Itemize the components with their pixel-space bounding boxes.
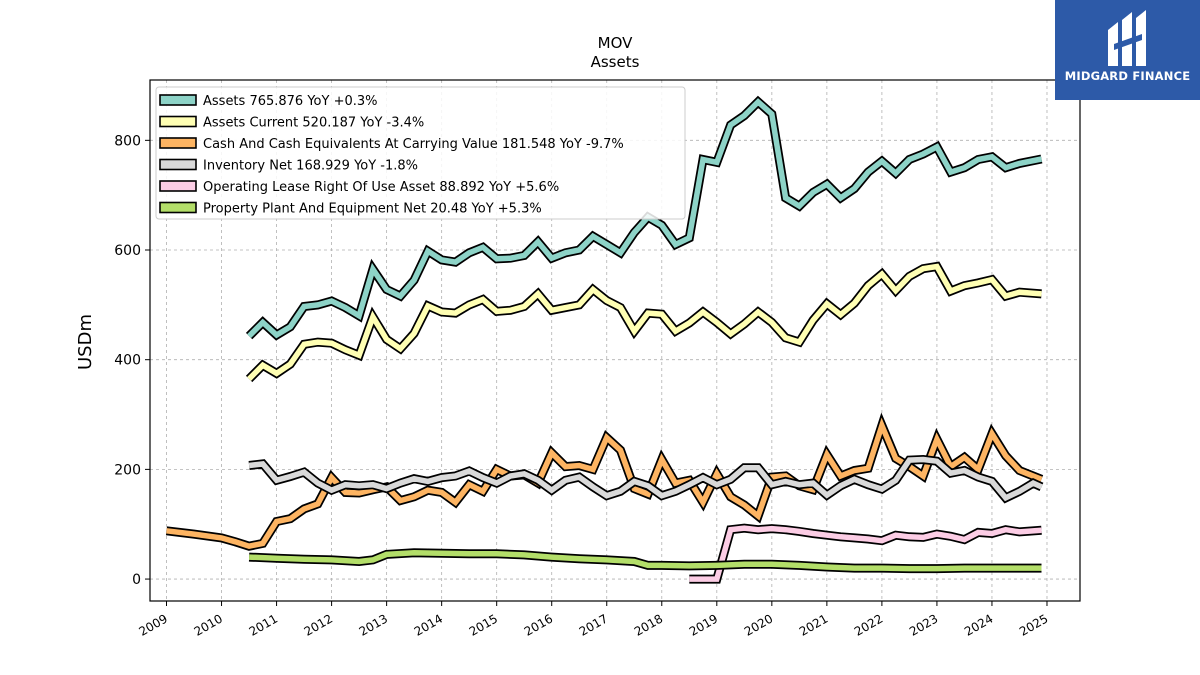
x-tick-label: 2013 <box>357 611 390 638</box>
legend-swatch <box>159 115 197 128</box>
x-tick-label: 2011 <box>247 611 280 638</box>
x-tick-label: 2017 <box>577 611 610 638</box>
x-tick-label: 2025 <box>1017 611 1050 638</box>
x-tick-label: 2014 <box>412 611 445 638</box>
x-tick-label: 2019 <box>687 611 720 638</box>
x-axis: 2009 2010 2011 2012 2013 2014 2015 2016 2017 2018… <box>137 601 1050 639</box>
series-line-stroke <box>247 263 1042 381</box>
series-line-4 <box>248 454 1044 504</box>
y-axis: 0 200 400 600 800 <box>114 133 150 588</box>
legend-swatch <box>159 180 197 192</box>
midgard-logo: MIDGARD FINANCE <box>1055 0 1200 100</box>
y-tick-label: 800 <box>114 133 141 149</box>
y-tick-label: 0 <box>132 572 141 588</box>
y-tick-label: 400 <box>114 353 141 369</box>
x-tick-label: 2016 <box>522 611 555 638</box>
legend-box <box>155 86 686 220</box>
series-line-stroke <box>248 456 1043 502</box>
x-tick-label: 2012 <box>302 611 335 638</box>
x-tick-label: 2021 <box>797 611 830 638</box>
legend-label: Property Plant And Equipment Net 20.48 Y… <box>203 202 542 217</box>
x-tick-label: 2020 <box>742 611 775 638</box>
x-tick-label: 2023 <box>907 611 940 638</box>
series-line-stroke <box>248 549 1042 572</box>
y-axis-label: USDm <box>75 314 96 370</box>
y-tick-label: 200 <box>114 462 141 478</box>
series-line-5 <box>689 523 1042 584</box>
legend-swatch <box>159 201 197 214</box>
series-line-6 <box>248 548 1042 574</box>
y-tick-label: 600 <box>114 243 141 259</box>
x-tick-label: 2009 <box>137 611 170 638</box>
legend-label: Operating Lease Right Of Use Asset 88.89… <box>203 180 559 195</box>
series-line-stroke <box>166 417 1043 550</box>
x-tick-label: 2018 <box>632 611 665 638</box>
x-tick-label: 2015 <box>467 611 500 638</box>
series-line-3 <box>165 412 1044 551</box>
legend-label: Assets 765.876 YoY +0.3% <box>203 94 378 109</box>
chart-subtitle: Assets <box>591 53 640 71</box>
legend-swatch <box>159 158 197 171</box>
series-line-2 <box>245 261 1042 383</box>
legend-label: Cash And Cash Equivalents At Carrying Va… <box>203 137 624 152</box>
legend: Assets 765.876 YoY +0.3% Assets Current 5… <box>155 86 686 220</box>
series-line-stroke <box>247 98 1043 339</box>
series-line-stroke <box>689 525 1042 582</box>
midgard-logo-icon <box>1108 10 1146 66</box>
legend-swatch <box>159 137 197 149</box>
legend-swatch <box>159 94 197 106</box>
legend-label: Inventory Net 168.929 YoY -1.8% <box>203 159 418 174</box>
plot-frame <box>149 79 1081 602</box>
logo-text: MIDGARD FINANCE <box>1064 69 1191 83</box>
chart-title: MOV <box>598 34 633 52</box>
legend-label: Assets Current 520.187 YoY -3.4% <box>203 116 424 131</box>
x-tick-label: 2022 <box>852 611 885 638</box>
x-tick-label: 2010 <box>192 611 225 638</box>
series-line-1 <box>245 95 1043 341</box>
series-lines <box>165 95 1044 584</box>
x-tick-label: 2024 <box>962 611 995 638</box>
